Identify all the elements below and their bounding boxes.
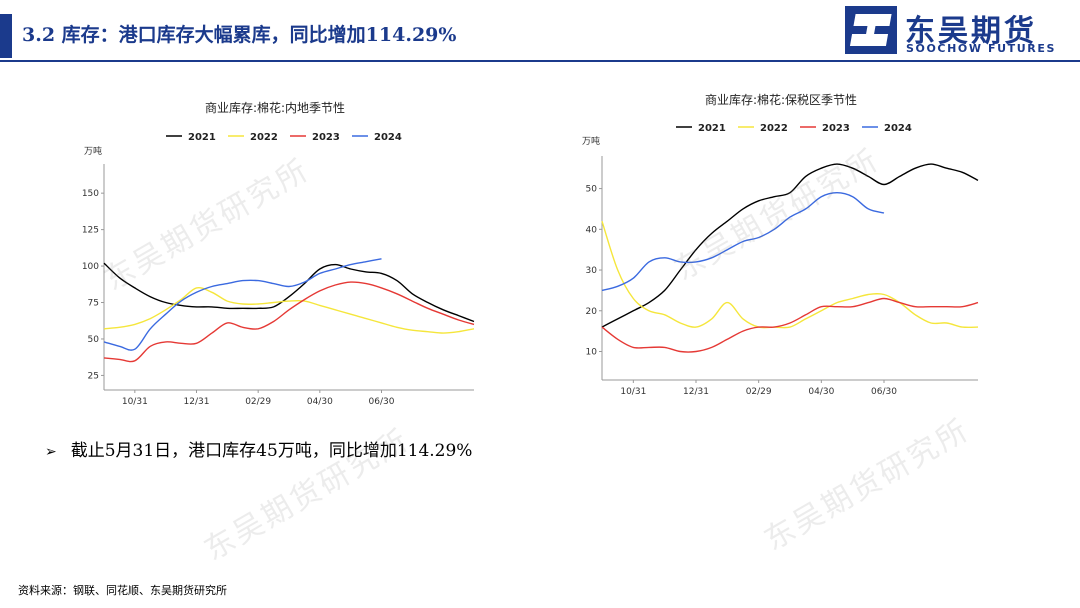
summary-text: 截止5月31日，港口库存45万吨，同比增加114.29% [70,441,473,461]
x-tick-label: 06/30 [369,397,395,407]
y-tick-label: 50 [586,185,598,195]
y-tick-label: 150 [82,189,99,199]
x-tick-label: 10/31 [620,387,646,397]
legend-label: 2023 [312,132,340,143]
x-tick-label: 02/29 [245,397,271,407]
legend-label: 2022 [250,132,278,143]
bonded-inventory-chart: 商业库存:棉花:保税区季节性 2021 2022 2023 2024 万吨 10 20 30 40… [582,92,979,397]
header-divider [0,60,1080,62]
x-tick-label: 02/29 [746,387,772,397]
x-tick-label: 04/30 [307,397,333,407]
series-line-2022 [601,220,979,329]
inland-inventory-chart: 商业库存:棉花:内地季节性 2021 2022 2023 2024 万吨 25 50 75 100… [82,100,475,407]
summary-bullet: ➢ 截止5月31日，港口库存45万吨，同比增加114.29% [45,436,472,461]
x-tick-label: 04/30 [808,387,834,397]
brand-logo-icon [845,6,897,54]
brand-name-cn: 东吴期货 [905,14,1037,49]
x-tick-label: 12/31 [683,387,709,397]
y-tick-label: 10 [586,347,598,357]
legend-label: 2024 [884,123,912,134]
series-line-2022 [103,286,475,334]
series-line-2021 [601,163,979,328]
series-line-2021 [103,262,475,323]
y-tick-label: 25 [88,371,99,381]
legend-label: 2021 [188,132,216,143]
y-tick-label: 100 [82,262,99,272]
series-line-2023 [103,281,475,363]
chart-title: 商业库存:棉花:内地季节性 [205,100,345,115]
y-axis-label: 万吨 [84,145,102,157]
header-accent-bar [0,14,12,58]
x-tick-label: 12/31 [184,397,210,407]
legend-label: 2023 [822,123,850,134]
series-line-2024 [601,192,885,292]
series-line-2023 [601,297,979,353]
watermark: 东吴期货研究所 [758,412,977,558]
y-tick-label: 20 [586,307,598,317]
series-line-2024 [103,258,382,351]
legend-label: 2022 [760,123,788,134]
y-tick-label: 50 [88,335,100,345]
x-tick-label: 06/30 [871,387,897,397]
y-tick-label: 75 [88,299,99,309]
y-tick-label: 40 [586,225,598,235]
chart-title: 商业库存:棉花:保税区季节性 [705,92,857,107]
y-axis-label: 万吨 [582,135,600,147]
legend-label: 2024 [374,132,402,143]
page-title: 3.2 库存：港口库存大幅累库，同比增加114.29% [22,24,457,46]
y-tick-label: 125 [82,226,99,236]
data-source-note: 资料来源：钢联、同花顺、东吴期货研究所 [18,584,227,597]
x-tick-label: 10/31 [122,397,148,407]
legend-label: 2021 [698,123,726,134]
brand-logo: 东吴期货 SOOCHOW FUTURES [845,6,1070,56]
brand-name-en: SOOCHOW FUTURES [906,42,1057,55]
bullet-arrow-icon: ➢ [45,444,57,460]
y-tick-label: 30 [586,266,598,276]
